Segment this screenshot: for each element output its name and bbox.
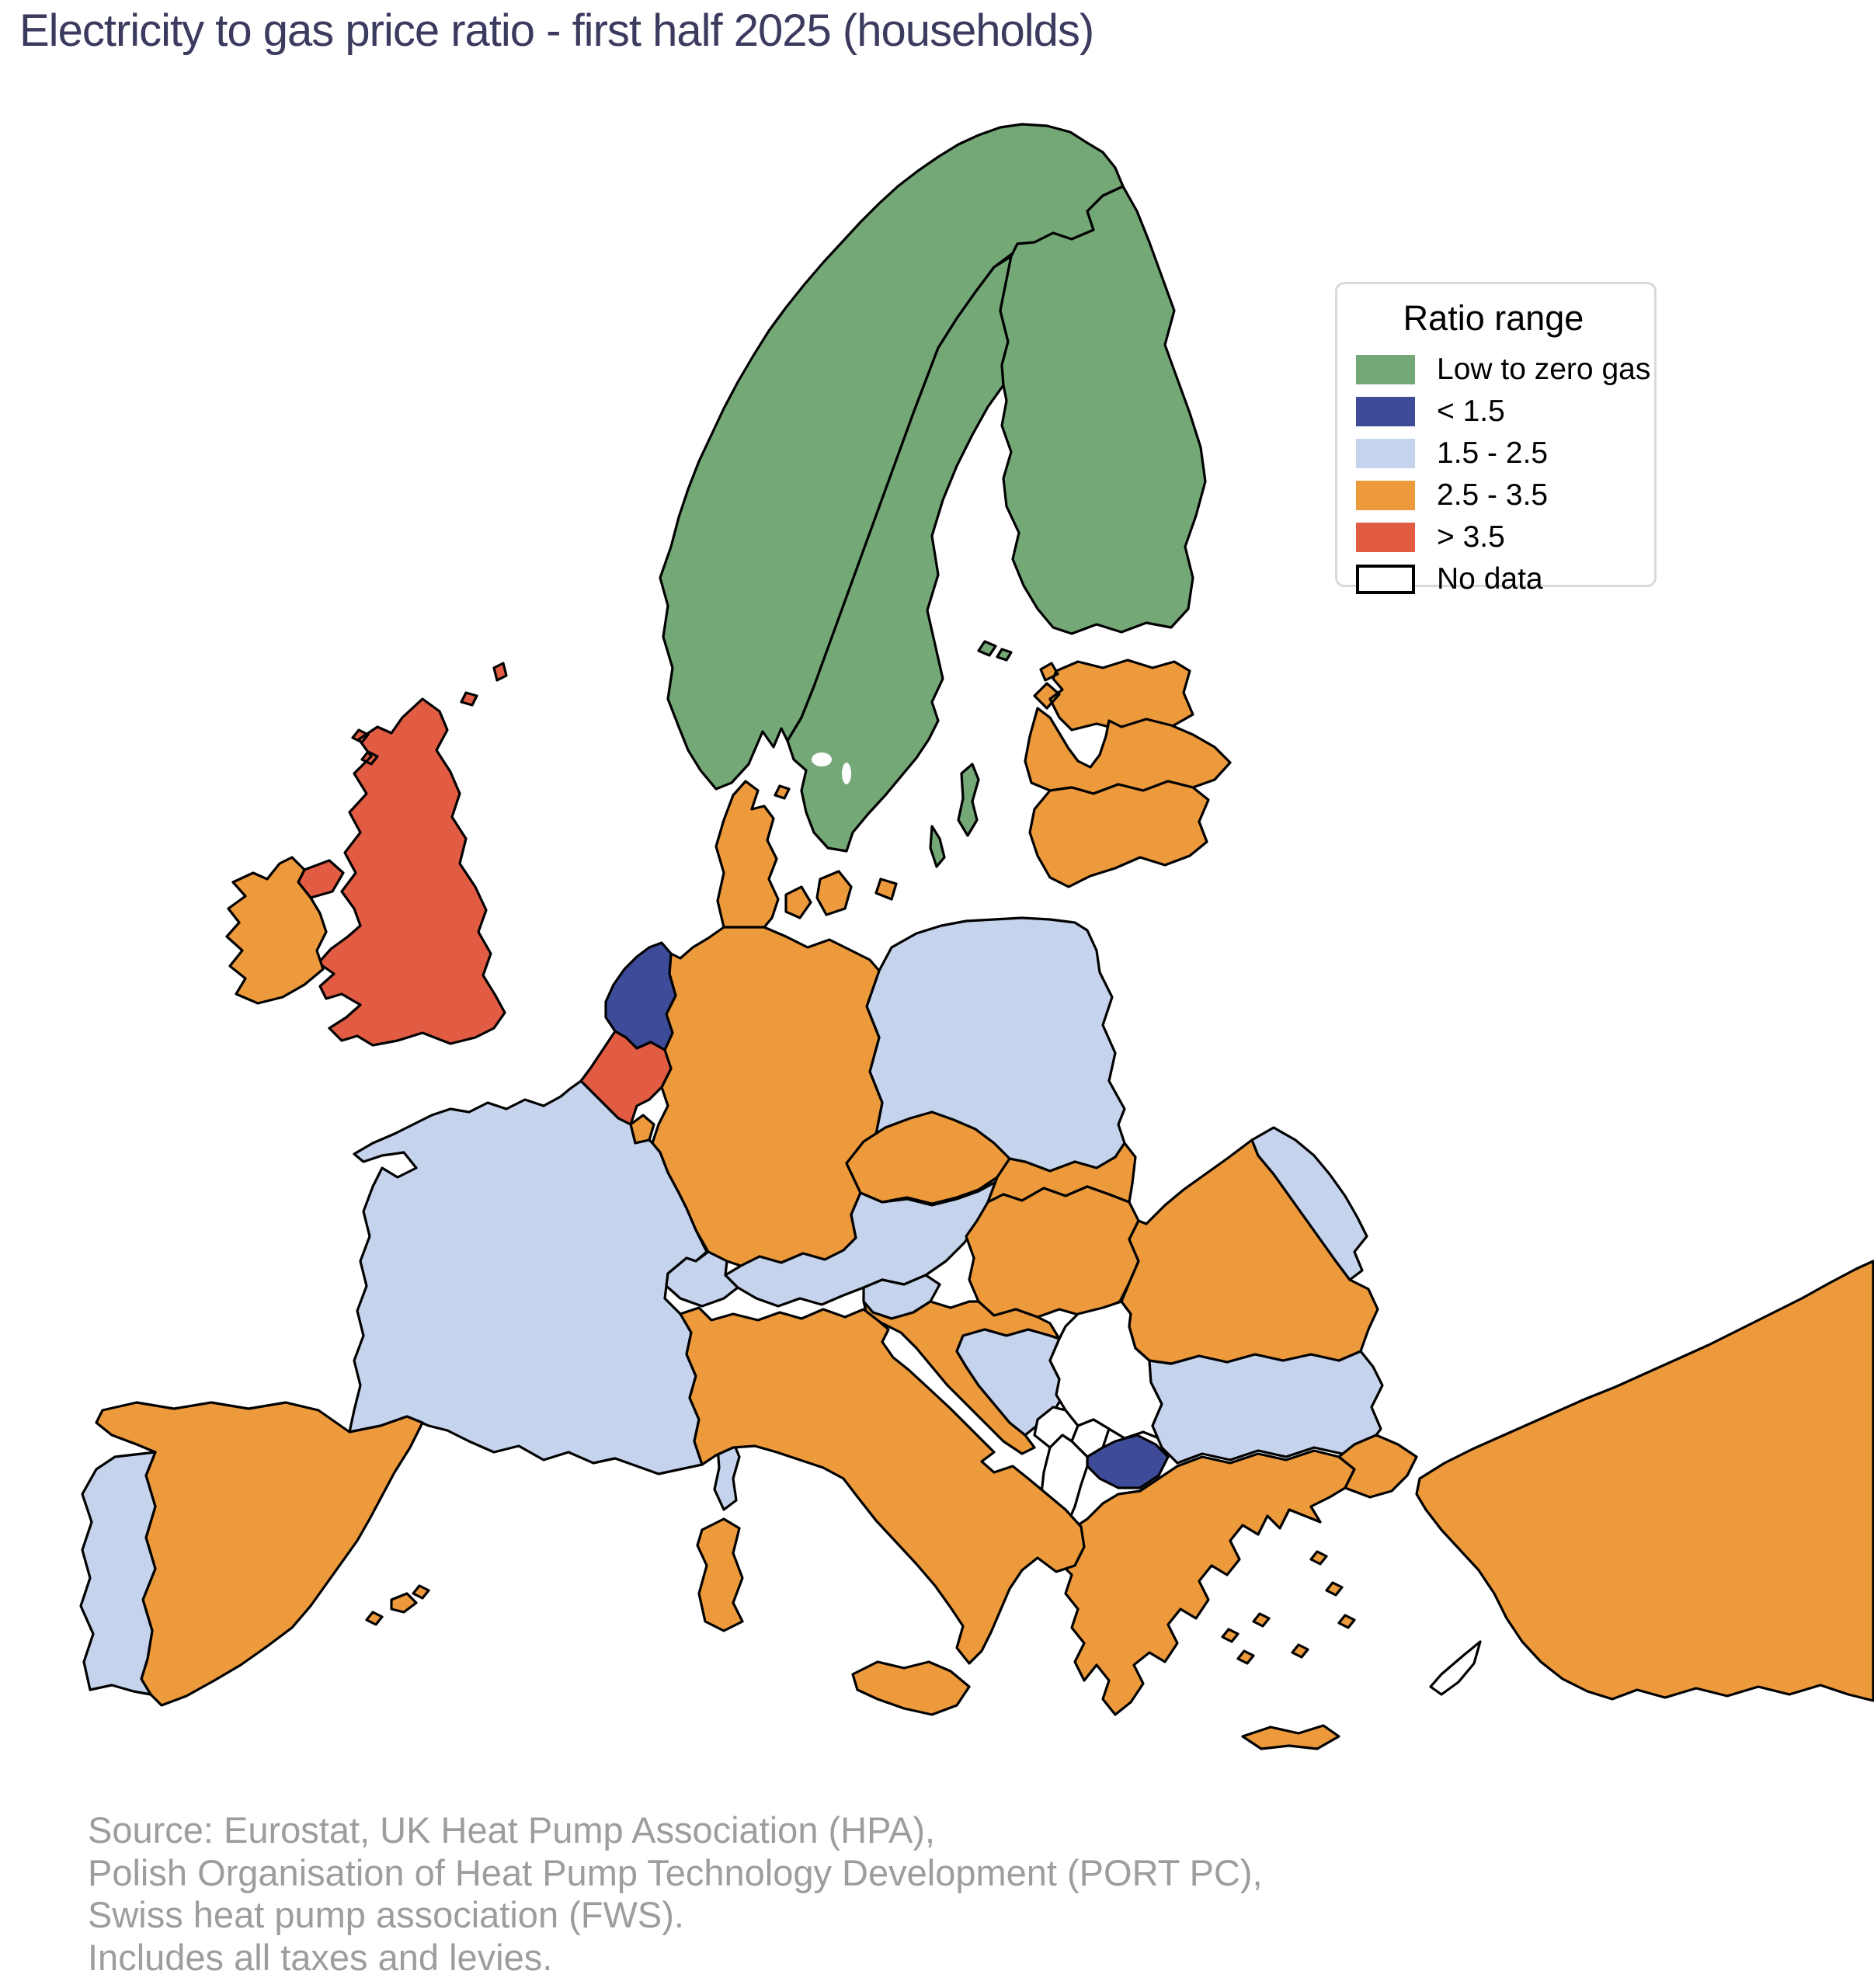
country-denmark: [714, 780, 898, 929]
legend-swatch-no-data: [1356, 565, 1415, 594]
country-portugal: [79, 1451, 157, 1696]
country-belgium: [579, 1030, 673, 1126]
country-north-macedonia: [1086, 1434, 1170, 1489]
legend-swatch-lt-1-5: [1356, 397, 1415, 426]
legend-swatch-1-5-2-5: [1356, 439, 1415, 468]
source-line-1: Source: Eurostat, UK Heat Pump Associati…: [88, 1809, 936, 1851]
lake-vattern: [842, 763, 851, 784]
page-title: Electricity to gas price ratio - first h…: [19, 5, 1094, 56]
legend-swatch-gt-3-5: [1356, 523, 1415, 552]
country-turkey: [1337, 1260, 1874, 1702]
country-estonia: [1033, 659, 1194, 732]
legend: Ratio range Low to zero gas < 1.5 1.5 - …: [1335, 282, 1657, 596]
legend-swatch-low-to-zero-gas: [1356, 355, 1415, 384]
country-sweden: [786, 255, 1013, 868]
country-ireland: [225, 856, 328, 1005]
lakes: [812, 752, 851, 784]
source-note: Source: Eurostat, UK Heat Pump Associati…: [88, 1809, 1263, 1979]
source-line-4: Includes all taxes and levies.: [88, 1936, 553, 1978]
legend-item-1-5-2-5: 1.5 - 2.5: [1356, 433, 1654, 474]
legend-item-no-data: No data: [1356, 559, 1654, 600]
country-united-kingdom: [297, 662, 508, 1047]
source-line-2: Polish Organisation of Heat Pump Technol…: [88, 1851, 1263, 1893]
country-cyprus: [1429, 1640, 1482, 1696]
country-austria: [724, 1180, 997, 1308]
country-italy: [679, 1306, 1086, 1716]
legend-item-2-5-3-5: 2.5 - 3.5: [1356, 475, 1654, 516]
legend-item-gt-3-5: > 3.5: [1356, 517, 1654, 558]
country-lithuania: [1028, 780, 1210, 888]
legend-title: Ratio range: [1403, 298, 1584, 338]
legend-item-low-to-zero-gas: Low to zero gas: [1356, 349, 1654, 390]
country-greece: [1052, 1449, 1356, 1750]
legend-item-lt-1-5: < 1.5: [1356, 391, 1654, 432]
country-shapes: [79, 123, 1874, 1750]
lake-vanern: [812, 752, 832, 766]
legend-swatch-2-5-3-5: [1356, 481, 1415, 510]
source-line-3: Swiss heat pump association (FWS).: [88, 1894, 684, 1936]
country-spain: [95, 1401, 430, 1707]
country-finland: [977, 185, 1207, 662]
country-bulgaria: [1148, 1350, 1384, 1465]
country-moldova: [1250, 1126, 1368, 1281]
country-hungary: [965, 1185, 1140, 1319]
